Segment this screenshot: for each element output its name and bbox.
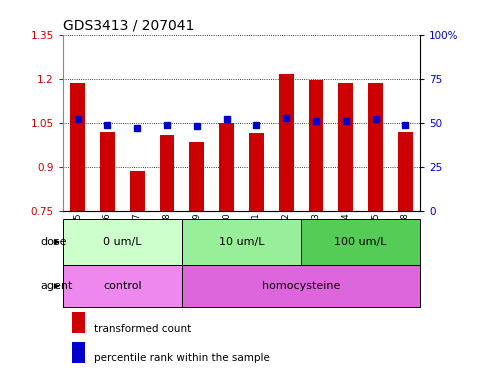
Bar <box>219 123 234 211</box>
Bar <box>338 83 353 211</box>
Bar <box>159 135 174 211</box>
Text: 10 um/L: 10 um/L <box>219 237 264 247</box>
Bar <box>189 142 204 211</box>
Bar <box>63 219 182 265</box>
Text: GDS3413 / 207041: GDS3413 / 207041 <box>63 18 194 32</box>
Text: transformed count: transformed count <box>94 324 191 334</box>
Text: dose: dose <box>41 237 67 247</box>
Bar <box>100 132 115 211</box>
Text: 0 um/L: 0 um/L <box>103 237 142 247</box>
Text: agent: agent <box>41 281 73 291</box>
Bar <box>182 265 420 307</box>
Text: percentile rank within the sample: percentile rank within the sample <box>94 353 270 363</box>
Bar <box>368 83 383 211</box>
Text: 100 um/L: 100 um/L <box>334 237 387 247</box>
Bar <box>72 312 85 333</box>
Bar <box>182 219 301 265</box>
Bar <box>130 172 145 211</box>
Bar <box>279 74 294 211</box>
Bar <box>249 133 264 211</box>
Text: homocysteine: homocysteine <box>262 281 340 291</box>
Bar <box>301 219 420 265</box>
Bar <box>63 265 182 307</box>
Bar <box>72 342 85 362</box>
Bar <box>398 132 413 211</box>
Bar <box>309 80 324 211</box>
Bar <box>70 83 85 211</box>
Text: control: control <box>103 281 142 291</box>
